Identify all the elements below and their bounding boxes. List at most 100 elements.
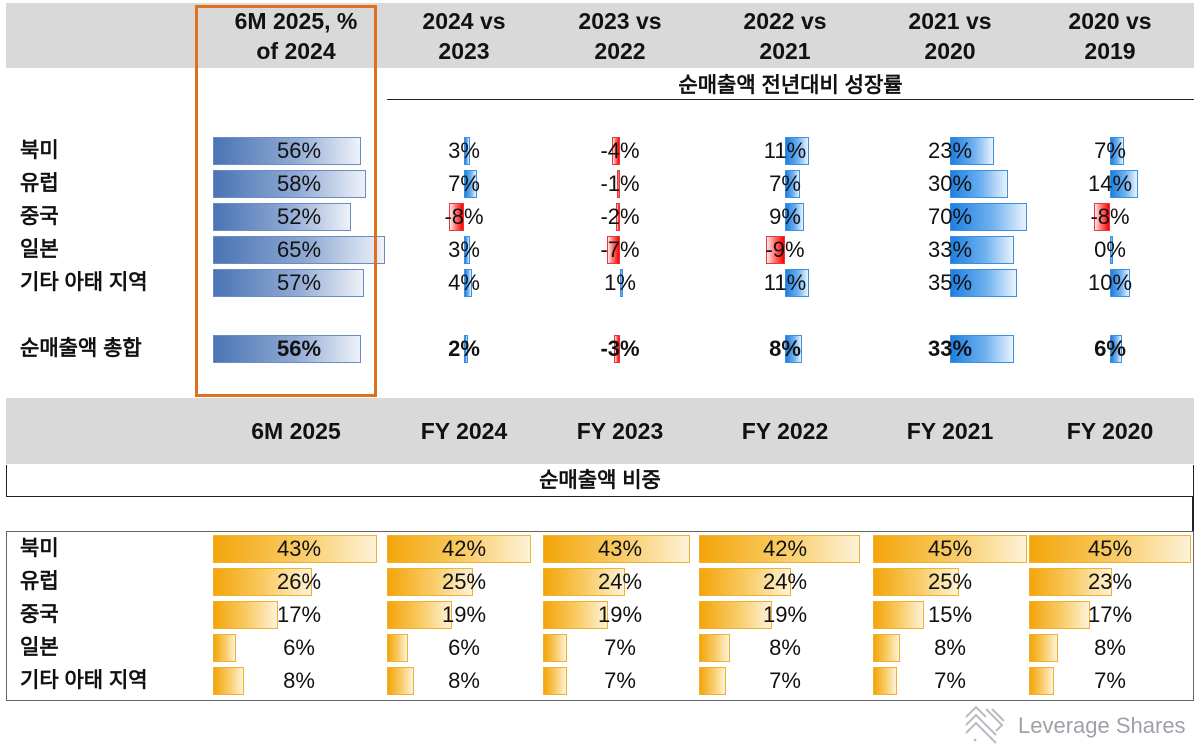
bar [617, 170, 620, 198]
row-label: 중국 [20, 603, 59, 626]
bar-cell: 42% [699, 535, 871, 563]
row-label: 순매출액 총합 [20, 337, 142, 360]
data-label: -7% [600, 237, 640, 262]
data-label: 6% [283, 635, 315, 660]
data-label: 7% [1094, 138, 1126, 163]
bottom-header-4: FY 2021 [906, 418, 994, 444]
bar-cell: 15% [873, 601, 1027, 629]
top-header-2: 2023 vs 2022 [578, 8, 662, 64]
data-label: 7% [604, 668, 636, 693]
bar-cell: 11% [699, 269, 871, 297]
bar-cell: 19% [699, 601, 871, 629]
bar [1029, 667, 1054, 695]
data-label: 23% [1087, 569, 1133, 594]
data-label: 7% [769, 668, 801, 693]
bar [387, 568, 473, 596]
data-label: 6% [448, 635, 480, 660]
data-label: 8% [769, 635, 801, 660]
bar [387, 634, 408, 662]
bar [1110, 170, 1138, 198]
bar-cell: 42% [387, 535, 541, 563]
row-label: 중국 [20, 205, 59, 228]
bar [213, 667, 244, 695]
data-label: 7% [1094, 668, 1126, 693]
bar [950, 170, 1008, 198]
data-label: 45% [927, 536, 973, 561]
bar [612, 137, 620, 165]
bar [543, 634, 567, 662]
data-label: 8% [1094, 635, 1126, 660]
bar-cell: -4% [543, 137, 697, 165]
bar-cell: 6% [213, 634, 385, 662]
bar [213, 568, 312, 596]
data-label: 8% [934, 635, 966, 660]
data-label: -4% [600, 138, 640, 163]
data-label: 8% [283, 668, 315, 693]
bar [785, 170, 800, 198]
bar [1029, 535, 1191, 563]
bottom-header-5: FY 2020 [1066, 418, 1154, 444]
bar [699, 601, 772, 629]
top-header-3: 2022 vs 2021 [743, 8, 827, 64]
bar-cell: 10% [1029, 269, 1191, 297]
bar [873, 535, 1027, 563]
data-label: 10% [1087, 270, 1133, 295]
data-label: 25% [441, 569, 487, 594]
data-label: 3% [448, 237, 480, 262]
bar-cell: 4% [387, 269, 541, 297]
data-label: 11% [763, 138, 807, 163]
bar-cell: 9% [699, 203, 871, 231]
bar [873, 601, 924, 629]
row-label: 일본 [20, 238, 59, 261]
bar-cell: 7% [387, 170, 541, 198]
data-label: 42% [441, 536, 487, 561]
data-label: 42% [762, 536, 808, 561]
bar-cell: -9% [699, 236, 871, 264]
bar-cell: 19% [543, 601, 697, 629]
bar [464, 137, 470, 165]
data-label: 65% [276, 237, 322, 262]
bar-cell: 8% [213, 667, 385, 695]
bar-cell: -3% [543, 335, 697, 363]
bar-cell: 45% [1029, 535, 1191, 563]
top-subtitle: 순매출액 전년대비 성장률 [678, 74, 903, 97]
bar [699, 667, 726, 695]
data-label: -2% [600, 204, 640, 229]
bottom-frame [6, 531, 1194, 701]
data-label: 17% [1087, 602, 1133, 627]
data-label: 9% [769, 204, 801, 229]
bar [213, 203, 351, 231]
data-label: -8% [1090, 204, 1130, 229]
bar [785, 203, 804, 231]
bar [614, 335, 620, 363]
top-header-0: 6M 2025, % of 2024 [234, 8, 358, 64]
top-header-4: 2021 vs 2020 [908, 8, 992, 64]
data-label: 4% [448, 270, 480, 295]
data-label: 8% [448, 668, 480, 693]
bar [213, 236, 385, 264]
bar-cell: 33% [873, 236, 1027, 264]
data-label: 3% [448, 138, 480, 163]
bar-cell: 7% [543, 634, 697, 662]
data-label: 43% [597, 536, 643, 561]
bar [1110, 137, 1124, 165]
bar-cell: 8% [699, 335, 871, 363]
bar-cell: 7% [1029, 667, 1191, 695]
bar [213, 335, 361, 363]
bar [464, 170, 477, 198]
data-label: 43% [276, 536, 322, 561]
bar-cell: 25% [873, 568, 1027, 596]
bar-cell: 23% [1029, 568, 1191, 596]
data-label: 19% [762, 602, 808, 627]
data-label: -3% [600, 336, 640, 361]
data-label: 45% [1087, 536, 1133, 561]
data-label: 26% [276, 569, 322, 594]
bottom-header-3: FY 2022 [741, 418, 829, 444]
data-label: -1% [600, 171, 640, 196]
data-label: 70% [927, 204, 973, 229]
bar-cell: 35% [873, 269, 1027, 297]
data-label: 0% [1094, 237, 1126, 262]
bar [1094, 203, 1110, 231]
bar [387, 601, 452, 629]
bar-cell: 23% [873, 137, 1027, 165]
